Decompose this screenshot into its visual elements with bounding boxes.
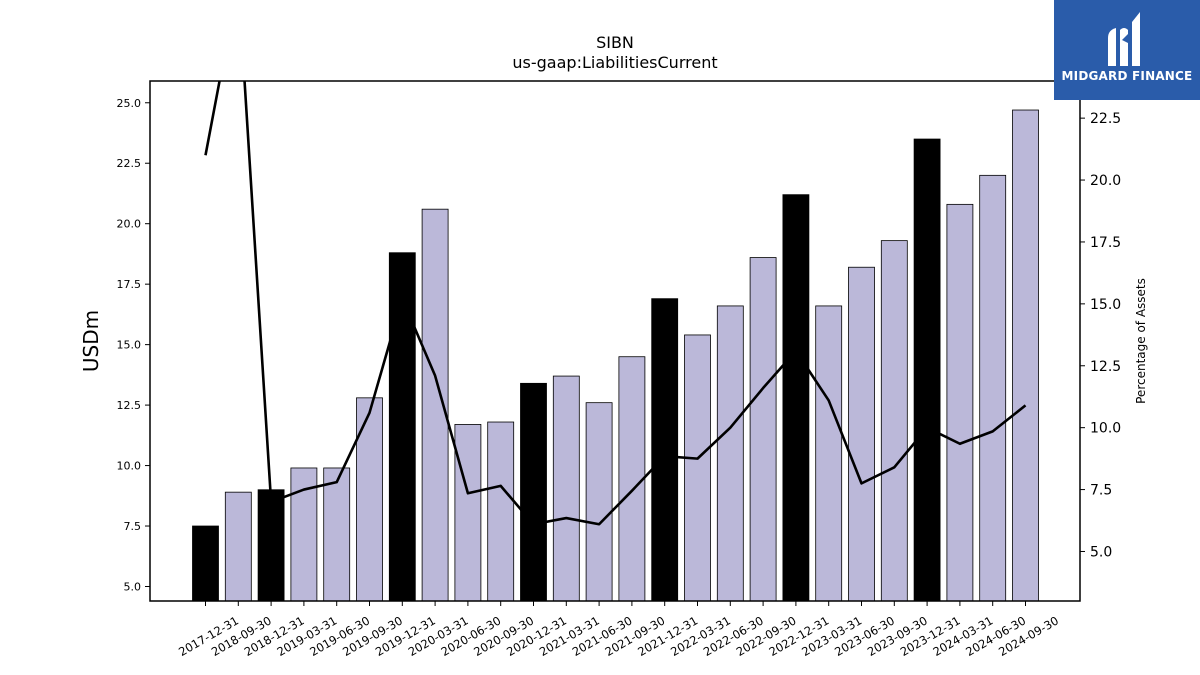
bar-2019-06-30 [323,467,351,602]
bar-2023-06-30 [848,266,875,602]
bar-2019-12-31 [388,252,416,602]
bar-2018-12-31 [257,489,285,602]
y-tick-label: 25.0 [117,97,142,110]
y2-tick-label: 10.0 [1090,421,1121,437]
y2-tick-label: 12.5 [1090,359,1121,375]
y2-tick-label: 20.0 [1090,173,1121,189]
bar-2024-03-31 [946,203,974,602]
y-tick-label: 17.5 [117,278,142,291]
y2-tick-label: 17.5 [1090,235,1121,251]
bar-2022-12-31 [782,194,810,602]
bar-2022-09-30 [749,257,777,602]
y-tick-label: 15.0 [117,339,142,352]
y-tick-label: 22.5 [117,157,142,170]
bar-2017-12-31 [192,525,219,602]
plot-frame [149,80,1081,602]
bar-2022-06-30 [716,305,744,602]
y2-tick-label: 7.5 [1090,483,1112,499]
bar-2021-09-30 [618,356,646,602]
y2-axis-label: Percentage of Assets [1134,278,1148,404]
y-tick-label: 10.0 [117,460,142,473]
y-tick-label: 20.0 [117,218,142,231]
bar-2021-12-31 [651,298,679,602]
x-axis: 2017-12-312018-09-302018-12-312019-03-31… [176,601,1061,659]
y-axis-left: 5.0 7.5 10.0 12.5 15.0 17.5 20.0 22.5 25.0 [117,97,150,593]
bar-2023-03-31 [815,305,843,602]
chart-title: SIBN [596,33,634,52]
bar-2020-12-31 [520,382,547,602]
y-tick-label: 7.5 [124,520,142,533]
bar-2020-06-30 [454,424,482,602]
bar-2021-03-31 [552,375,580,602]
series-line [204,81,1027,526]
y-tick-label: 5.0 [124,580,142,593]
y2-tick-label: 15.0 [1090,297,1121,313]
bar-2018-09-30 [224,491,252,602]
bar-2023-09-30 [880,240,908,602]
brand-logo: MIDGARD FINANCE [1054,0,1200,100]
y-tick-label: 12.5 [117,399,142,412]
chart-subtitle: us-gaap:LiabilitiesCurrent [512,53,717,72]
bar-2024-06-30 [979,174,1007,602]
bar-2022-03-31 [684,334,711,602]
logo-mark-icon [1108,12,1140,66]
y-axis-label: USDm [79,310,103,372]
logo-text: MIDGARD FINANCE [1061,69,1193,83]
bar-2020-09-30 [487,421,515,602]
y2-tick-label: 22.5 [1090,111,1121,127]
y-axis-right: 5.0 7.5 10.0 12.5 15.0 17.5 20.0 22.5 [1080,111,1121,560]
bar-2021-06-30 [585,402,613,602]
y2-tick-label: 5.0 [1090,544,1112,560]
bar-2024-09-30 [1012,109,1039,602]
bar-2023-12-31 [913,138,941,602]
line-group [204,81,1027,526]
bar-2019-09-30 [356,397,383,602]
bars-group [192,109,1039,602]
